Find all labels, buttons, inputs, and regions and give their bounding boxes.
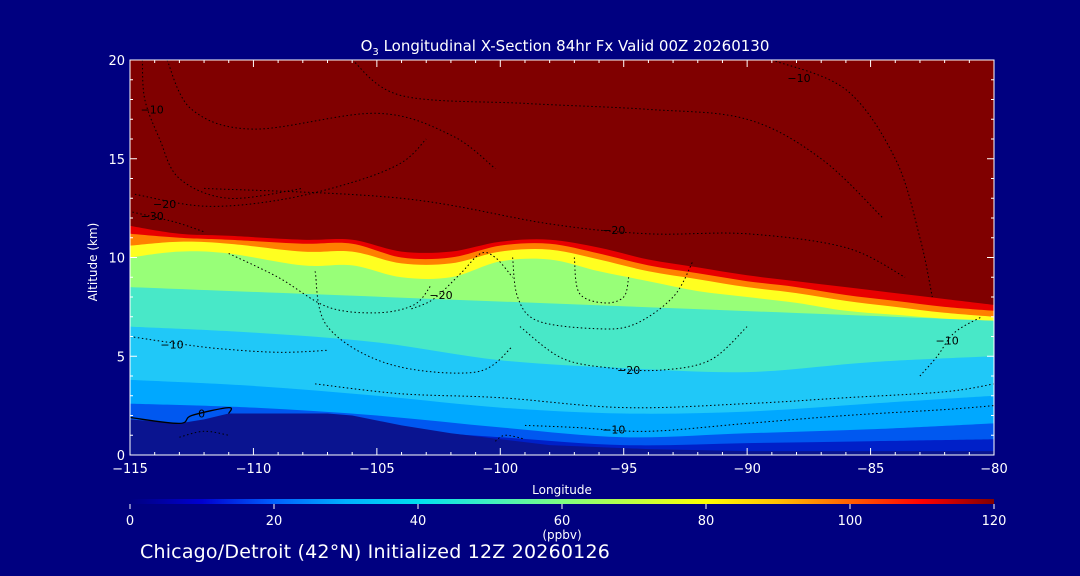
title-species-main: O	[361, 37, 373, 55]
title-rest: Longitudinal X-Section 84hr Fx Valid 00Z…	[379, 37, 770, 55]
x-tick-label: −100	[482, 462, 518, 477]
title-species-sub: 3	[372, 47, 378, 58]
colorbar-tick-label: 120	[982, 514, 1007, 529]
x-tick-label: −85	[857, 462, 884, 477]
contour-label: −10	[602, 423, 625, 436]
contour-label: −20	[429, 289, 452, 302]
x-tick-label: −95	[610, 462, 637, 477]
colorbar-tick-label: 0	[126, 514, 134, 529]
contour-line-unlabeled	[179, 430, 229, 438]
contour-label: −20	[153, 198, 176, 211]
contour-line-10	[919, 316, 982, 377]
contour-line-0	[130, 406, 233, 425]
x-axis-label: Longitude	[532, 483, 592, 497]
x-tick-label: −105	[359, 462, 395, 477]
colorbar-tick-label: 80	[698, 514, 715, 529]
contour-label: −10	[141, 103, 164, 116]
contour-line-unlabeled	[351, 60, 884, 219]
colorbar-tick-label: 40	[410, 514, 427, 529]
colorbar-gradient	[130, 499, 994, 504]
contour-line-unlabeled	[512, 257, 694, 330]
terrain-mask	[130, 413, 994, 455]
contour-label: −10	[787, 72, 810, 85]
terrain-fill	[130, 413, 994, 455]
contour-label: 0	[198, 408, 205, 421]
contour-label: −20	[617, 364, 640, 377]
y-tick-label: 0	[117, 449, 125, 464]
contour-lines: −10−10−20−30−20−20−10−20−10−100	[130, 60, 994, 442]
contour-label: −10	[935, 334, 958, 347]
contour-line-20	[411, 251, 513, 310]
x-tick-label: −115	[112, 462, 148, 477]
contour-line-20	[134, 138, 427, 207]
x-tick-label: −110	[236, 462, 272, 477]
colorbar-tick-label: 100	[838, 514, 863, 529]
contour-label: −30	[141, 210, 164, 223]
x-axis: −115 −110 −105 −100 −95 −90 −85 −80	[112, 60, 1008, 477]
contour-line-20	[519, 326, 748, 372]
colorbar-tick-label: 60	[554, 514, 571, 529]
x-tick-label: −90	[733, 462, 760, 477]
chart-title: O3 Longitudinal X-Section 84hr Fx Valid …	[361, 37, 770, 58]
x-tick-label: −80	[980, 462, 1007, 477]
contour-line-10	[141, 60, 303, 199]
y-axis-label: Altitude (km)	[86, 223, 100, 302]
color-fill-layers	[130, 216, 994, 455]
colorbar-unit-label: (ppbv)	[542, 528, 581, 542]
y-axis: 0 5 10 15 20	[108, 54, 994, 464]
y-tick-label: 20	[108, 54, 125, 69]
y-tick-label: 10	[108, 252, 125, 267]
contour-line-unlabeled	[166, 60, 496, 169]
footer-caption: Chicago/Detroit (42°N) Initialized 12Z 2…	[140, 541, 611, 563]
y-tick-label: 5	[117, 350, 125, 365]
colorbar-tick-label: 20	[266, 514, 283, 529]
contour-label: −20	[602, 224, 625, 237]
y-tick-label: 15	[108, 153, 125, 168]
plot-area: −10−10−20−30−20−20−10−20−10−100	[129, 59, 995, 456]
colorbar-ticks: 0 20 40 60 80 100 120	[126, 504, 1007, 529]
colorbar: 0 20 40 60 80 100 120 (ppbv)	[126, 499, 1007, 542]
contour-line-10	[771, 60, 933, 298]
contour-label: −10	[160, 338, 183, 351]
